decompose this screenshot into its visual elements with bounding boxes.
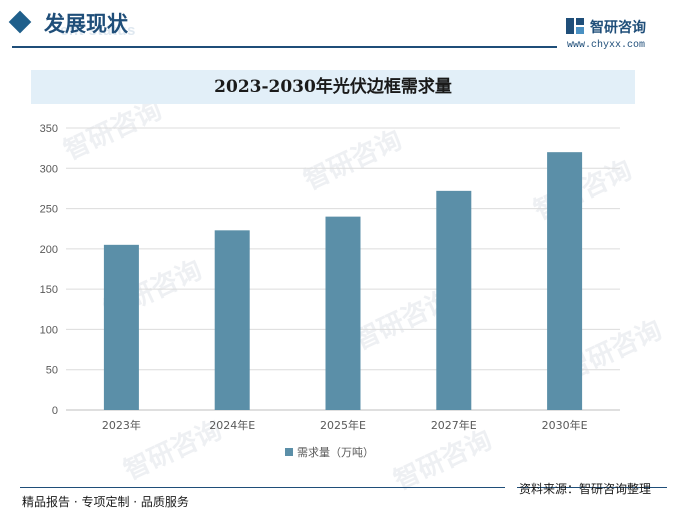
chart-title-box: 2023-2030年光伏边框需求量 [31,70,635,104]
section-subtitle: ent status [60,22,136,39]
header-divider [12,46,557,48]
y-tick-label: 100 [40,324,58,336]
y-tick-label: 300 [40,163,58,175]
y-tick-label: 50 [46,365,58,377]
x-tick-label: 2027年E [431,418,477,432]
footer-divider-left [20,487,505,488]
bar [547,152,583,410]
bar [325,216,361,410]
logo-icon [566,18,584,34]
legend-swatch [285,448,293,456]
brand: 智研咨询 [566,16,666,36]
bar [436,190,472,410]
footer-divider-right [517,487,667,488]
x-tick-label: 2023年 [102,418,141,432]
x-tick-label: 2030年E [542,418,588,432]
y-tick-label: 200 [40,244,58,256]
brand-url: www.chyxx.com [567,40,646,51]
y-tick-label: 0 [52,405,58,417]
x-tick-label: 2024年E [209,418,255,432]
bar [103,244,139,410]
brand-name: 智研咨询 [590,20,646,36]
bar [214,230,250,410]
y-tick-label: 350 [40,123,58,135]
header: ent status 发展现状 智研咨询 www.chyxx.com [0,0,677,60]
source-note: 资料来源：智研咨询整理 [519,482,652,496]
y-tick-label: 150 [40,284,58,296]
y-tick-label: 250 [40,204,58,216]
legend-label: 需求量（万吨） [297,446,374,459]
section-title: 发展现状 [44,12,128,36]
footer-tagline: 精品报告 · 专项定制 · 品质服务 [22,495,189,509]
chart-title: 2023-2030年光伏边框需求量 [214,77,452,97]
x-tick-label: 2025年E [320,418,366,432]
